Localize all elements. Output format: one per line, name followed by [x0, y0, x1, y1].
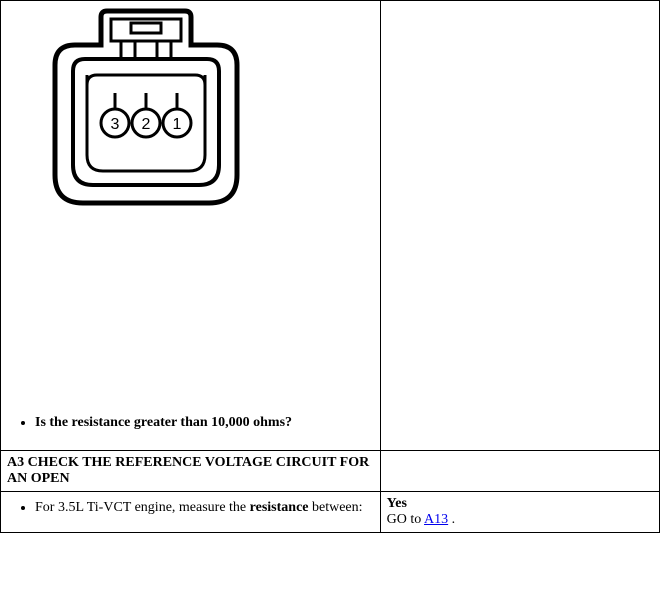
bullet-bold: resistance — [250, 500, 309, 515]
question-text: Is the resistance greater than 10,000 oh… — [35, 415, 292, 430]
step-a3-result-cell: Yes GO to A13 . — [380, 492, 659, 533]
connector-diagram-cell: 3 2 1 Is the resistance greater than 10,… — [1, 1, 381, 451]
bullet-suffix: between: — [309, 500, 363, 515]
question-block: Is the resistance greater than 10,000 oh… — [7, 415, 374, 431]
goto-suffix: . — [448, 512, 455, 527]
result-cell-upper — [380, 1, 659, 451]
goto-prefix: GO to — [387, 512, 424, 527]
diagnostic-table: 3 2 1 Is the resistance greater than 10,… — [0, 0, 660, 533]
result-yes-label: Yes — [387, 496, 653, 512]
resistance-question: Is the resistance greater than 10,000 oh… — [35, 415, 374, 431]
pin-label-1: 1 — [173, 116, 182, 133]
step-a3-bullet: For 3.5L Ti-VCT engine, measure the resi… — [35, 500, 374, 516]
pin-label-3: 3 — [111, 116, 120, 133]
goto-line: GO to A13 . — [387, 512, 653, 528]
pin-label-2: 2 — [142, 116, 151, 133]
step-a3-title-right — [380, 451, 659, 492]
goto-link-a13[interactable]: A13 — [424, 512, 448, 527]
step-a3-instruction-cell: For 3.5L Ti-VCT engine, measure the resi… — [1, 492, 381, 533]
connector-3pin-diagram: 3 2 1 — [31, 5, 261, 215]
step-a3-title: A3 CHECK THE REFERENCE VOLTAGE CIRCUIT F… — [1, 451, 381, 492]
bullet-prefix: For 3.5L Ti-VCT engine, measure the — [35, 500, 250, 515]
